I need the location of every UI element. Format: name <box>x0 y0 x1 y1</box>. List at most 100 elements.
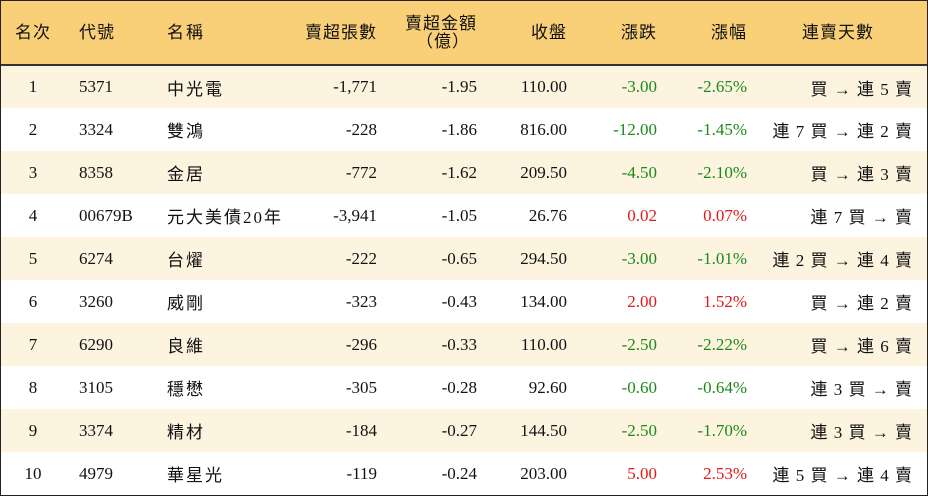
cell-change: -2.50 <box>621 420 657 440</box>
cell-net-sell-amount: -0.27 <box>441 420 477 440</box>
cell-change-pct: 0.07% <box>703 205 747 225</box>
table-row: 4 00679B 元大美債20年 -3,941 -1.05 26.76 0.02… <box>1 194 927 237</box>
cell-net-sell-lots: -119 <box>346 463 377 483</box>
cell-change: -4.50 <box>621 162 657 182</box>
table-row: 9 3374 精材 -184 -0.27 144.50 -2.50 -1.70%… <box>1 409 927 452</box>
cell-streak: 連 2 買 → 連 4 賣 <box>772 251 913 270</box>
cell-change-pct: -1.70% <box>697 420 747 440</box>
cell-name: 良維 <box>167 337 205 356</box>
cell-streak: 買 → 連 2 賣 <box>810 294 913 313</box>
cell-code: 6290 <box>79 334 113 354</box>
cell-change: -3.00 <box>621 77 657 96</box>
cell-code: 8358 <box>79 162 113 182</box>
cell-net-sell-lots: -305 <box>345 377 377 397</box>
header-close: 收盤 <box>485 1 575 66</box>
header-net-sell-amount-line1: 賣超金額 <box>405 13 477 33</box>
cell-name: 雙鴻 <box>167 122 205 141</box>
cell-change-pct: -1.01% <box>697 248 747 268</box>
cell-rank: 1 <box>28 77 38 96</box>
cell-streak: 連 3 買 → 賣 <box>810 423 913 442</box>
cell-net-sell-amount: -0.24 <box>441 463 477 483</box>
cell-net-sell-amount: -0.65 <box>441 248 477 268</box>
cell-code: 3374 <box>79 420 113 440</box>
header-net-sell-lots: 賣超張數 <box>285 1 385 66</box>
table-row: 7 6290 良維 -296 -0.33 110.00 -2.50 -2.22%… <box>1 323 927 366</box>
cell-code: 6274 <box>79 248 113 268</box>
cell-change: 0.02 <box>627 205 657 225</box>
cell-net-sell-amount: -0.28 <box>441 377 477 397</box>
cell-change-pct: -2.10% <box>697 162 747 182</box>
cell-code: 3324 <box>79 119 113 139</box>
cell-streak: 連 5 買 → 連 4 賣 <box>772 466 913 485</box>
cell-code: 3260 <box>79 291 113 311</box>
cell-streak: 買 → 連 6 賣 <box>810 337 913 356</box>
header-rank: 名次 <box>1 1 65 66</box>
table-row: 3 8358 金居 -772 -1.62 209.50 -4.50 -2.10%… <box>1 151 927 194</box>
table-row: 10 4979 華星光 -119 -0.24 203.00 5.00 2.53%… <box>1 452 927 495</box>
cell-net-sell-amount: -1.86 <box>441 119 477 139</box>
cell-net-sell-lots: -3,941 <box>333 205 377 225</box>
cell-close: 816.00 <box>520 119 567 139</box>
header-row: 名次 代號 名稱 賣超張數 賣超金額 （億） 收盤 漲跌 漲幅 連賣天數 <box>1 1 927 66</box>
table-header: 名次 代號 名稱 賣超張數 賣超金額 （億） 收盤 漲跌 漲幅 連賣天數 <box>1 1 927 66</box>
cell-rank: 4 <box>28 205 38 225</box>
cell-net-sell-lots: -222 <box>345 248 377 268</box>
cell-net-sell-amount: -0.33 <box>441 334 477 354</box>
cell-net-sell-amount: -0.43 <box>441 291 477 311</box>
cell-name: 精材 <box>167 423 205 442</box>
cell-net-sell-lots: -323 <box>345 291 377 311</box>
table-row: 6 3260 威剛 -323 -0.43 134.00 2.00 1.52% 買… <box>1 280 927 323</box>
cell-close: 209.50 <box>520 162 567 182</box>
cell-code: 00679B <box>79 205 133 225</box>
header-change: 漲跌 <box>575 1 665 66</box>
table-body: 1 5371 中光電 -1,771 -1.95 110.00 -3.00 -2.… <box>1 65 927 495</box>
cell-change: -2.50 <box>621 334 657 354</box>
cell-net-sell-amount: -1.95 <box>441 77 477 96</box>
header-net-sell-amount: 賣超金額 （億） <box>385 1 485 66</box>
cell-rank: 8 <box>28 377 38 397</box>
cell-rank: 3 <box>28 162 38 182</box>
cell-name: 穩懋 <box>167 380 205 399</box>
table-row: 5 6274 台燿 -222 -0.65 294.50 -3.00 -1.01%… <box>1 237 927 280</box>
cell-name: 台燿 <box>167 251 205 270</box>
cell-streak: 買 → 連 3 賣 <box>810 165 913 184</box>
cell-change: -3.00 <box>621 248 657 268</box>
cell-change-pct: -2.22% <box>697 334 747 354</box>
cell-close: 92.60 <box>528 377 567 397</box>
cell-code: 4979 <box>79 463 113 483</box>
cell-close: 110.00 <box>520 77 567 96</box>
cell-change: 2.00 <box>627 291 657 311</box>
header-change-pct: 漲幅 <box>665 1 755 66</box>
cell-close: 203.00 <box>520 463 567 483</box>
cell-change-pct: 2.53% <box>703 463 747 483</box>
header-code: 代號 <box>65 1 149 66</box>
cell-rank: 6 <box>28 291 38 311</box>
cell-change: -0.60 <box>621 377 657 397</box>
cell-rank: 7 <box>28 334 38 354</box>
cell-streak: 連 7 買 → 賣 <box>810 208 913 227</box>
table-row: 1 5371 中光電 -1,771 -1.95 110.00 -3.00 -2.… <box>1 65 927 108</box>
cell-name: 華星光 <box>167 466 224 485</box>
cell-change-pct: 1.52% <box>703 291 747 311</box>
cell-net-sell-lots: -772 <box>345 162 377 182</box>
cell-rank: 5 <box>28 248 38 268</box>
cell-rank: 10 <box>24 463 42 483</box>
cell-close: 110.00 <box>520 334 567 354</box>
cell-rank: 9 <box>28 420 38 440</box>
cell-code: 3105 <box>79 377 113 397</box>
table-row: 2 3324 雙鴻 -228 -1.86 816.00 -12.00 -1.45… <box>1 108 927 151</box>
header-name: 名稱 <box>149 1 285 66</box>
cell-net-sell-lots: -228 <box>345 119 377 139</box>
cell-net-sell-amount: -1.62 <box>441 162 477 182</box>
table-row: 8 3105 穩懋 -305 -0.28 92.60 -0.60 -0.64% … <box>1 366 927 409</box>
cell-name: 中光電 <box>167 79 224 99</box>
cell-name: 元大美債20年 <box>167 208 283 227</box>
cell-close: 134.00 <box>520 291 567 311</box>
cell-name: 威剛 <box>167 294 205 313</box>
cell-streak: 買 → 連 5 賣 <box>810 79 913 99</box>
cell-net-sell-amount: -1.05 <box>441 205 477 225</box>
cell-change: -12.00 <box>613 119 657 139</box>
cell-change-pct: -2.65% <box>697 77 747 96</box>
